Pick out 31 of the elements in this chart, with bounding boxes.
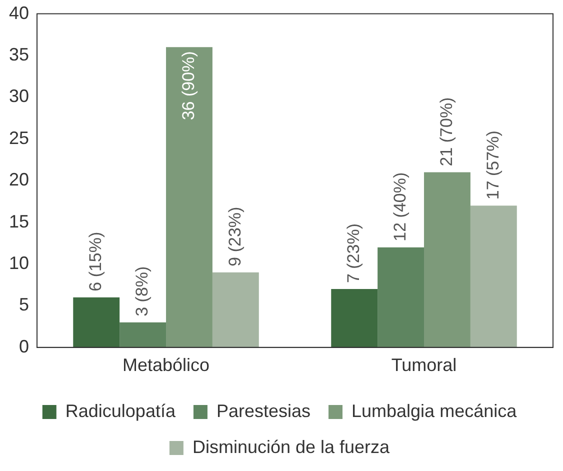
bar — [73, 297, 120, 348]
data-label: 9 (23%) — [225, 206, 244, 266]
data-label: 21 (70%) — [436, 97, 456, 166]
bar — [378, 247, 424, 348]
y-tick-label: 0 — [19, 336, 30, 356]
legend-label: Disminución de la fuerza — [192, 436, 391, 457]
bar — [120, 322, 166, 348]
y-tick-label: 5 — [19, 294, 30, 315]
bar — [424, 172, 470, 348]
y-tick-label: 25 — [8, 128, 30, 148]
y-tick-label: 35 — [8, 44, 30, 64]
y-tick-label: 15 — [8, 211, 30, 232]
y-tick-label: 10 — [8, 252, 30, 273]
data-label: 12 (40%) — [390, 172, 410, 242]
data-label: 7 (23%) — [344, 223, 364, 284]
y-tick-label: 30 — [8, 86, 30, 106]
legend-label: Lumbalgia mecánica — [352, 400, 518, 421]
data-label: 6 (15%) — [86, 232, 106, 292]
bar — [331, 289, 378, 348]
data-label: 3 (8%) — [132, 266, 152, 316]
bar — [166, 47, 212, 348]
y-tick-label: 20 — [8, 170, 30, 190]
x-tick-label: Metabólico — [122, 355, 210, 376]
bar — [212, 272, 259, 348]
bar — [470, 206, 517, 348]
y-tick-label: 40 — [8, 2, 30, 23]
x-tick-label: Tumoral — [391, 355, 457, 376]
data-label: 36 (90%) — [178, 51, 198, 120]
legend-label: Radiculopatía — [65, 400, 176, 421]
legend-label: Parestesias — [216, 400, 311, 421]
data-label: 17 (57%) — [483, 130, 502, 200]
